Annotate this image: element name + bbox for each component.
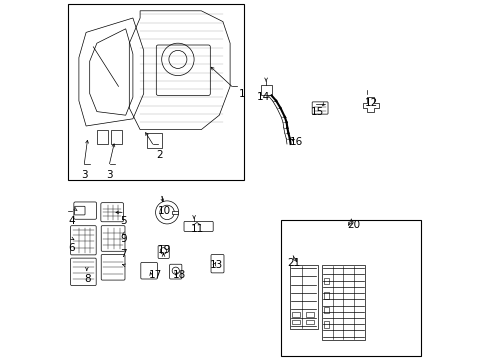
Bar	[323, 292, 328, 299]
Bar	[68, 4, 244, 180]
Bar	[305, 312, 313, 317]
Text: 7: 7	[120, 249, 127, 259]
FancyBboxPatch shape	[211, 255, 224, 273]
Text: 15: 15	[310, 107, 324, 117]
FancyBboxPatch shape	[156, 45, 210, 95]
Text: 9: 9	[120, 234, 127, 244]
Bar	[323, 278, 328, 284]
Bar	[147, 133, 162, 148]
Text: 20: 20	[346, 220, 360, 230]
FancyBboxPatch shape	[311, 102, 327, 114]
Text: 18: 18	[172, 270, 185, 280]
FancyBboxPatch shape	[169, 264, 182, 279]
Text: 6: 6	[68, 243, 75, 253]
Bar	[291, 320, 299, 324]
Bar	[260, 85, 271, 95]
Text: 21: 21	[287, 258, 300, 268]
Bar	[280, 220, 420, 356]
Bar	[305, 320, 313, 324]
Bar	[111, 130, 122, 144]
FancyBboxPatch shape	[183, 221, 213, 231]
FancyBboxPatch shape	[101, 203, 123, 222]
Text: 4: 4	[68, 216, 75, 226]
Text: 3: 3	[106, 170, 112, 180]
FancyBboxPatch shape	[321, 265, 365, 340]
Text: 5: 5	[120, 216, 127, 226]
FancyBboxPatch shape	[74, 202, 96, 219]
Text: 14: 14	[257, 92, 270, 102]
Bar	[323, 307, 328, 313]
FancyBboxPatch shape	[101, 226, 125, 251]
FancyBboxPatch shape	[158, 246, 169, 258]
FancyBboxPatch shape	[70, 226, 96, 255]
Text: 3: 3	[81, 170, 87, 180]
Bar	[97, 130, 107, 144]
Text: 2: 2	[156, 150, 163, 160]
Text: 13: 13	[210, 260, 223, 270]
Text: 16: 16	[289, 137, 302, 147]
Text: 1: 1	[239, 89, 245, 99]
Text: 8: 8	[84, 274, 91, 284]
Bar	[291, 312, 299, 317]
Text: 19: 19	[158, 245, 171, 255]
Text: 17: 17	[149, 270, 162, 280]
Text: 11: 11	[190, 224, 203, 234]
Bar	[171, 211, 177, 214]
Bar	[323, 321, 328, 328]
Text: 10: 10	[158, 206, 171, 216]
FancyBboxPatch shape	[75, 206, 85, 215]
FancyBboxPatch shape	[141, 262, 157, 279]
FancyBboxPatch shape	[70, 258, 96, 285]
FancyBboxPatch shape	[289, 265, 318, 329]
Text: 12: 12	[365, 98, 378, 108]
FancyBboxPatch shape	[101, 255, 125, 280]
